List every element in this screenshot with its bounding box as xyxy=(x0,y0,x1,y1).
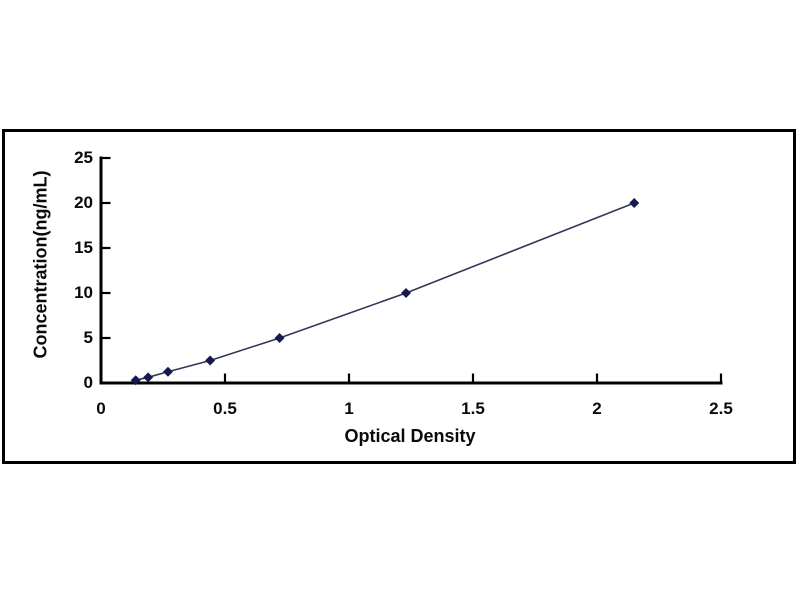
x-tick-label: 2 xyxy=(592,399,602,418)
y-tick-label: 5 xyxy=(83,328,93,347)
x-tick-label: 1.5 xyxy=(461,399,485,418)
data-point-marker xyxy=(274,333,285,343)
data-point-marker xyxy=(629,198,640,208)
data-point-marker xyxy=(205,355,216,366)
x-tick-label: 2.5 xyxy=(709,399,733,418)
x-tick-label: 0.5 xyxy=(213,399,237,418)
y-tick-label: 0 xyxy=(83,373,93,392)
x-tick-label: 0 xyxy=(96,399,106,418)
series-line xyxy=(135,202,635,381)
y-tick-label: 10 xyxy=(74,283,93,302)
y-axis-title: Concentration(ng/mL) xyxy=(30,170,51,359)
data-point-marker xyxy=(143,372,154,383)
y-tick-label: 15 xyxy=(74,238,93,257)
x-axis-title: Optical Density xyxy=(344,426,476,446)
x-tick-label: 1 xyxy=(344,399,354,418)
chart-frame xyxy=(2,129,796,464)
data-point-marker xyxy=(401,288,412,298)
data-point-marker xyxy=(162,366,173,377)
y-tick-label: 25 xyxy=(74,148,93,167)
y-tick-label: 20 xyxy=(74,193,93,212)
data-point-marker xyxy=(130,375,141,386)
